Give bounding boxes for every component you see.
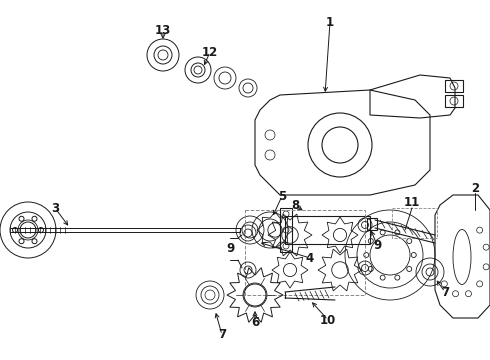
Text: 9: 9 [226,242,234,255]
Text: 12: 12 [202,45,218,59]
Bar [445,95,463,107]
Text: 9: 9 [373,239,381,252]
Text: 11: 11 [404,195,420,208]
Text: 6: 6 [251,315,259,328]
Text: 3: 3 [51,202,59,215]
Text: 5: 5 [278,189,286,202]
Text: 1: 1 [326,15,334,28]
Bar [245,210,365,295]
Text: 4: 4 [306,252,314,265]
Bar [285,216,370,244]
Bar [280,208,292,252]
Bar [445,80,463,92]
Text: 2: 2 [471,181,479,194]
Text: 7: 7 [218,328,226,342]
Bar [367,218,377,230]
Text: 8: 8 [291,198,299,212]
Text: 10: 10 [320,314,336,327]
Text: 13: 13 [155,23,171,36]
Bar [392,208,437,238]
Text: 7: 7 [441,285,449,298]
